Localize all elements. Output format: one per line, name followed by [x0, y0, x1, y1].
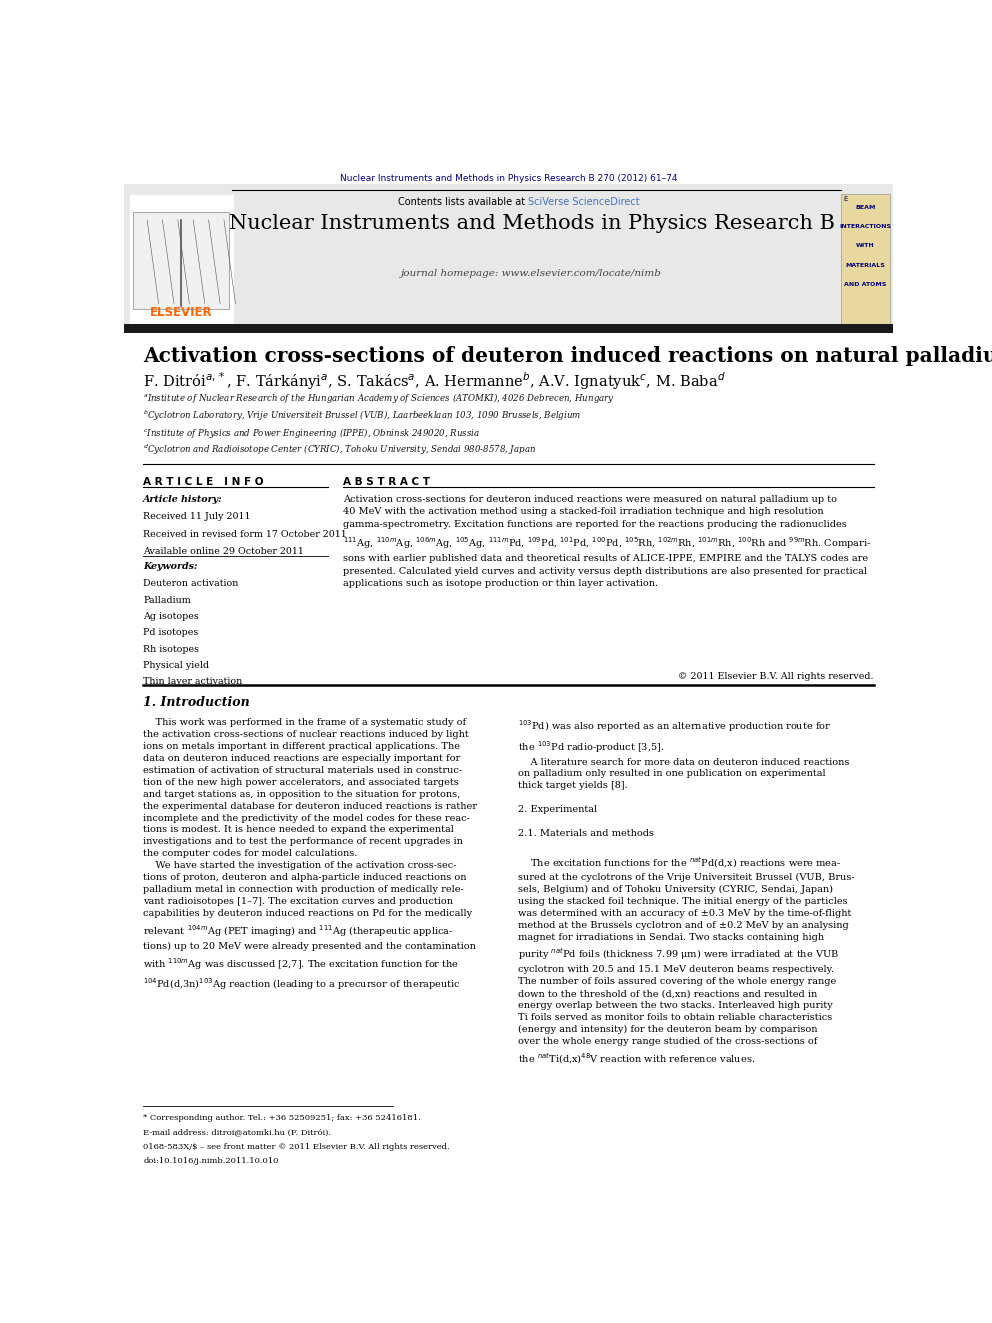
Text: $^{a}$Institute of Nuclear Research of the Hungarian Academy of Sciences (ATOMKI: $^{a}$Institute of Nuclear Research of t… — [143, 392, 615, 405]
Text: E: E — [843, 196, 848, 202]
Text: doi:10.1016/j.nimb.2011.10.010: doi:10.1016/j.nimb.2011.10.010 — [143, 1158, 279, 1166]
Text: SciVerse ScienceDirect: SciVerse ScienceDirect — [529, 197, 640, 208]
Text: 0168-583X/$ – see front matter © 2011 Elsevier B.V. All rights reserved.: 0168-583X/$ – see front matter © 2011 El… — [143, 1143, 449, 1151]
Text: journal homepage: www.elsevier.com/locate/nimb: journal homepage: www.elsevier.com/locat… — [401, 269, 662, 278]
Text: ELSEVIER: ELSEVIER — [151, 306, 213, 319]
Text: Thin layer activation: Thin layer activation — [143, 677, 242, 687]
Text: © 2011 Elsevier B.V. All rights reserved.: © 2011 Elsevier B.V. All rights reserved… — [679, 672, 874, 681]
Text: 1. Introduction: 1. Introduction — [143, 696, 250, 709]
Text: Available online 29 October 2011: Available online 29 October 2011 — [143, 546, 305, 556]
Text: Nuclear Instruments and Methods in Physics Research B: Nuclear Instruments and Methods in Physi… — [228, 214, 834, 233]
Text: Activation cross-sections for deuteron induced reactions were measured on natura: Activation cross-sections for deuteron i… — [343, 495, 871, 589]
Text: $^{103}$Pd) was also reported as an alternative production route for
the $^{103}: $^{103}$Pd) was also reported as an alte… — [519, 718, 855, 1065]
Text: This work was performed in the frame of a systematic study of
the activation cro: This work was performed in the frame of … — [143, 718, 477, 992]
Text: E-mail address: ditroi@atomki.hu (F. Ditrói).: E-mail address: ditroi@atomki.hu (F. Dit… — [143, 1129, 331, 1136]
Text: Activation cross-sections of deuteron induced reactions on natural palladium: Activation cross-sections of deuteron in… — [143, 347, 992, 366]
Text: $^{c}$Institute of Physics and Power Engineering (IPPE), Obninsk 249020, Russia: $^{c}$Institute of Physics and Power Eng… — [143, 426, 480, 439]
FancyBboxPatch shape — [841, 194, 890, 327]
Text: BEAM: BEAM — [855, 205, 875, 209]
Text: Received in revised form 17 October 2011: Received in revised form 17 October 2011 — [143, 529, 347, 538]
Text: Nuclear Instruments and Methods in Physics Research B 270 (2012) 61–74: Nuclear Instruments and Methods in Physi… — [339, 175, 678, 183]
Text: * Corresponding author. Tel.: +36 52509251; fax: +36 52416181.: * Corresponding author. Tel.: +36 525092… — [143, 1114, 421, 1122]
Text: Keywords:: Keywords: — [143, 562, 197, 572]
FancyBboxPatch shape — [130, 196, 234, 325]
Text: AND ATOMS: AND ATOMS — [844, 282, 886, 287]
Text: Deuteron activation: Deuteron activation — [143, 579, 239, 589]
FancyBboxPatch shape — [133, 212, 229, 308]
Text: $^{d}$Cyclotron and Radioisotope Center (CYRIC), Tohoku University, Sendai 980-8: $^{d}$Cyclotron and Radioisotope Center … — [143, 443, 537, 458]
Text: $^{b}$Cyclotron Laboratory, Vrije Universiteit Brussel (VUB), Laarbeeklaan 103, : $^{b}$Cyclotron Laboratory, Vrije Univer… — [143, 409, 581, 423]
Text: Ag isotopes: Ag isotopes — [143, 613, 199, 620]
FancyBboxPatch shape — [124, 184, 893, 329]
Text: WITH: WITH — [856, 243, 874, 249]
Text: Article history:: Article history: — [143, 495, 223, 504]
Text: INTERACTIONS: INTERACTIONS — [839, 224, 891, 229]
Text: A B S T R A C T: A B S T R A C T — [343, 476, 431, 487]
Text: A R T I C L E   I N F O: A R T I C L E I N F O — [143, 476, 264, 487]
Text: Palladium: Palladium — [143, 595, 191, 605]
Text: F. Ditrói$^{a,*}$, F. Tárkányi$^{a}$, S. Takács$^{a}$, A. Hermanne$^{b}$, A.V. I: F. Ditrói$^{a,*}$, F. Tárkányi$^{a}$, S.… — [143, 370, 726, 393]
Text: Pd isotopes: Pd isotopes — [143, 628, 198, 638]
Text: Physical yield: Physical yield — [143, 662, 209, 669]
Text: Rh isotopes: Rh isotopes — [143, 644, 199, 654]
Text: Received 11 July 2011: Received 11 July 2011 — [143, 512, 251, 521]
FancyBboxPatch shape — [124, 324, 893, 333]
Text: MATERIALS: MATERIALS — [845, 263, 885, 267]
Text: Contents lists available at: Contents lists available at — [398, 197, 529, 208]
